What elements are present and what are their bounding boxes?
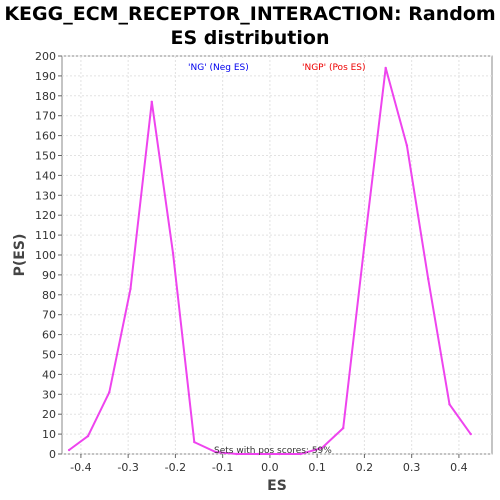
x-tick-label: -0.4 bbox=[70, 461, 91, 474]
data-point bbox=[384, 66, 387, 70]
x-tick-label: 0.2 bbox=[356, 461, 374, 474]
chart-title-line2: ES distribution bbox=[170, 27, 330, 49]
y-tick-label: 70 bbox=[42, 309, 56, 322]
data-point bbox=[193, 440, 196, 444]
y-tick-label: 110 bbox=[35, 229, 56, 242]
data-point bbox=[363, 243, 366, 247]
y-tick-label: 10 bbox=[42, 428, 56, 441]
y-axis-ticks: 0 10 20 30 40 50 60 70 80 90 100 110 120 130 140 150 160… bbox=[35, 50, 62, 461]
data-point bbox=[171, 251, 175, 255]
y-tick-label: 150 bbox=[35, 150, 56, 163]
y-tick-label: 160 bbox=[35, 130, 56, 143]
y-axis-label: P(ES) bbox=[12, 234, 28, 277]
y-tick-label: 80 bbox=[42, 289, 56, 302]
y-tick-label: 100 bbox=[35, 249, 56, 262]
legend-ng: 'NG' (Neg ES) bbox=[188, 63, 249, 73]
data-point bbox=[278, 452, 281, 456]
y-tick-label: 40 bbox=[42, 368, 56, 381]
x-tick-label: -0.3 bbox=[117, 461, 138, 474]
series-line bbox=[68, 67, 472, 455]
chart-title-line1: KEGG_ECM_RECEPTOR_INTERACTION: Random bbox=[4, 3, 496, 25]
y-tick-label: 60 bbox=[42, 329, 56, 342]
y-tick-label: 180 bbox=[35, 90, 56, 103]
data-point bbox=[108, 391, 111, 394]
y-tick-label: 30 bbox=[42, 388, 56, 401]
y-tick-label: 20 bbox=[42, 408, 56, 421]
data-point bbox=[129, 287, 132, 291]
data-point bbox=[320, 446, 324, 450]
data-point bbox=[427, 277, 430, 281]
y-tick-label: 120 bbox=[35, 209, 56, 222]
x-tick-label: -0.1 bbox=[212, 461, 233, 474]
y-tick-label: 0 bbox=[49, 448, 56, 461]
data-point bbox=[67, 448, 71, 452]
y-tick-label: 50 bbox=[42, 349, 56, 362]
x-axis-label: ES bbox=[267, 478, 287, 494]
data-point bbox=[235, 452, 239, 456]
data-point bbox=[299, 452, 302, 456]
y-tick-label: 190 bbox=[35, 70, 56, 83]
x-tick-label: 0.0 bbox=[261, 461, 279, 474]
data-point bbox=[469, 432, 472, 436]
data-point bbox=[86, 434, 90, 438]
y-tick-label: 200 bbox=[35, 50, 56, 63]
x-tick-label: 0.3 bbox=[403, 461, 421, 474]
chart-title: KEGG_ECM_RECEPTOR_INTERACTION: Random ES… bbox=[0, 2, 500, 50]
x-tick-label: -0.2 bbox=[165, 461, 186, 474]
legend-ngp: 'NGP' (Pos ES) bbox=[302, 63, 366, 73]
y-tick-label: 90 bbox=[42, 269, 56, 282]
data-point bbox=[405, 144, 409, 147]
data-point bbox=[341, 426, 345, 430]
x-tick-label: 0.4 bbox=[450, 461, 468, 474]
data-point bbox=[150, 100, 153, 103]
data-point bbox=[214, 450, 217, 454]
x-tick-label: 0.1 bbox=[308, 461, 326, 474]
data-point bbox=[448, 403, 451, 406]
y-tick-label: 130 bbox=[35, 189, 56, 202]
y-tick-label: 170 bbox=[35, 110, 56, 123]
y-tick-label: 140 bbox=[35, 169, 56, 182]
data-point bbox=[256, 452, 260, 456]
series-group bbox=[67, 66, 472, 456]
x-axis-ticks: -0.4 -0.3 -0.2 -0.1 0.0 0.1 0.2 0.3 0.4 bbox=[70, 454, 468, 474]
pos-scores-annotation: Sets with pos scores: 59% bbox=[214, 446, 332, 456]
